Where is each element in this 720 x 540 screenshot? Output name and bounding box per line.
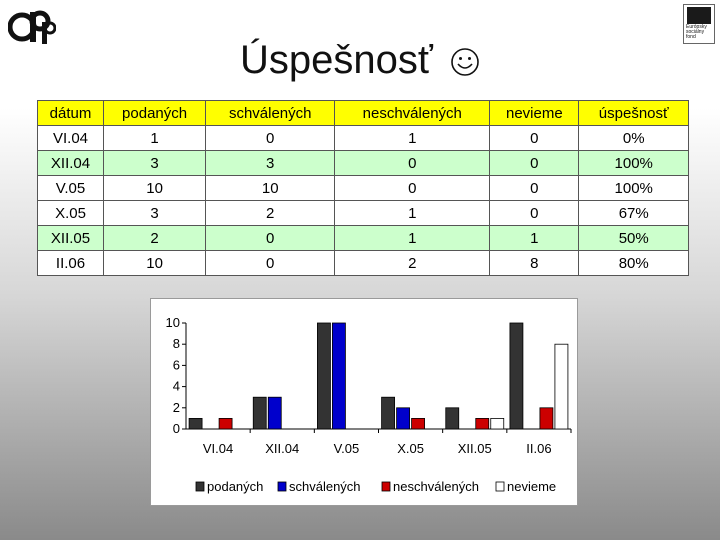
- results-table: dátum podaných schválených neschválených…: [36, 100, 689, 276]
- bar: [411, 418, 425, 430]
- y-tick-label: 0: [173, 421, 180, 436]
- bar: [332, 322, 346, 430]
- table-row: X.05 3 2 1 0 67%: [36, 200, 689, 226]
- table-row: V.05 10 10 0 0 100%: [36, 175, 689, 201]
- table-cell: XII.04: [36, 150, 105, 176]
- header-cell: dátum: [36, 100, 105, 126]
- bar: [267, 396, 282, 430]
- bar: [475, 418, 490, 430]
- table-cell: 0: [489, 175, 580, 201]
- table-cell: 100%: [578, 150, 689, 176]
- table-row: XII.04 3 3 0 0 100%: [36, 150, 689, 176]
- bar-chart-svg: 0 2 4 6 8 10 VI.04 XII.04 V.05 X.05 XII.05 II.06 pod…: [166, 315, 572, 494]
- table-cell: 1: [103, 125, 207, 151]
- table-cell: XII.05: [36, 225, 105, 251]
- bar-chart: 0 2 4 6 8 10 VI.04 XII.04 V.05 X.05 XII.05 II.06 pod…: [150, 298, 578, 506]
- header-cell: podaných: [103, 100, 207, 126]
- eu-flag-icon: [687, 7, 711, 24]
- table-cell: 3: [103, 150, 207, 176]
- table-cell: 10: [205, 175, 336, 201]
- table-cell: 1: [334, 125, 491, 151]
- y-tick-label: 4: [173, 379, 180, 394]
- bar: [539, 407, 554, 430]
- eu-logo: Európsky sociálny fond: [683, 4, 715, 44]
- legend-swatch: [195, 481, 205, 492]
- table-cell: V.05: [36, 175, 105, 201]
- legend-label: podaných: [207, 479, 263, 494]
- table-cell: 0: [489, 150, 580, 176]
- bar: [218, 418, 233, 430]
- bar: [445, 407, 460, 430]
- table-cell: 67%: [578, 200, 689, 226]
- x-tick-label: II.06: [526, 441, 551, 456]
- y-tick-label: 10: [166, 315, 180, 330]
- table-cell: 0: [334, 150, 491, 176]
- legend-label: neschválených: [393, 479, 479, 494]
- table-cell: 0: [334, 175, 491, 201]
- bar: [509, 322, 524, 430]
- legend-swatch: [495, 481, 505, 492]
- y-tick-label: 8: [173, 336, 180, 351]
- table-cell: X.05: [36, 200, 105, 226]
- table-cell: 80%: [578, 250, 689, 276]
- smiley-icon: [451, 48, 479, 77]
- table-cell: 3: [103, 200, 207, 226]
- table-cell: 3: [205, 150, 336, 176]
- table-cell: 8: [489, 250, 580, 276]
- table-cell: 0: [489, 125, 580, 151]
- table-cell: 50%: [578, 225, 689, 251]
- legend-swatch: [381, 481, 391, 492]
- table-cell: VI.04: [36, 125, 105, 151]
- cpp-logo: [8, 10, 56, 44]
- table-cell: 1: [334, 225, 491, 251]
- table-cell: 2: [103, 225, 207, 251]
- table-cell: 2: [334, 250, 491, 276]
- table-cell: 0: [205, 225, 336, 251]
- table-cell: II.06: [36, 250, 105, 276]
- x-tick-label: V.05: [334, 441, 360, 456]
- table-cell: 1: [489, 225, 580, 251]
- header-cell: schválených: [205, 100, 336, 126]
- table-cell: 100%: [578, 175, 689, 201]
- y-tick-label: 2: [173, 400, 180, 415]
- table-cell: 0: [205, 250, 336, 276]
- page-title: Úspešnosť: [0, 38, 720, 83]
- x-tick-label: VI.04: [203, 441, 233, 456]
- legend-label: nevieme: [507, 479, 556, 494]
- header-cell: nevieme: [489, 100, 580, 126]
- bar: [252, 396, 267, 430]
- table-cell: 1: [334, 200, 491, 226]
- table-cell: 10: [103, 250, 207, 276]
- y-tick-label: 6: [173, 357, 180, 372]
- legend-swatch: [277, 481, 287, 492]
- table-cell: 0%: [578, 125, 689, 151]
- table-header-row: dátum podaných schválených neschválených…: [36, 100, 689, 126]
- x-tick-label: X.05: [397, 441, 424, 456]
- bar: [188, 418, 203, 430]
- table-cell: 2: [205, 200, 336, 226]
- bar: [317, 322, 331, 430]
- legend-label: schválených: [289, 479, 361, 494]
- bar: [554, 343, 569, 430]
- eu-logo-text: Európsky sociálny fond: [686, 24, 707, 40]
- table-row: II.06 10 0 2 8 80%: [36, 250, 689, 276]
- x-tick-label: XII.04: [265, 441, 299, 456]
- x-tick-label: XII.05: [458, 441, 492, 456]
- bar: [396, 407, 410, 430]
- header-cell: neschválených: [334, 100, 491, 126]
- bar: [381, 396, 395, 430]
- table-cell: 0: [205, 125, 336, 151]
- table-cell: 0: [489, 200, 580, 226]
- table-cell: 10: [103, 175, 207, 201]
- page-title-text: Úspešnosť: [240, 38, 433, 82]
- table-row: VI.04 1 0 1 0 0%: [36, 125, 689, 151]
- bar: [490, 418, 505, 430]
- table-row: XII.05 2 0 1 1 50%: [36, 225, 689, 251]
- header-cell: úspešnosť: [578, 100, 689, 126]
